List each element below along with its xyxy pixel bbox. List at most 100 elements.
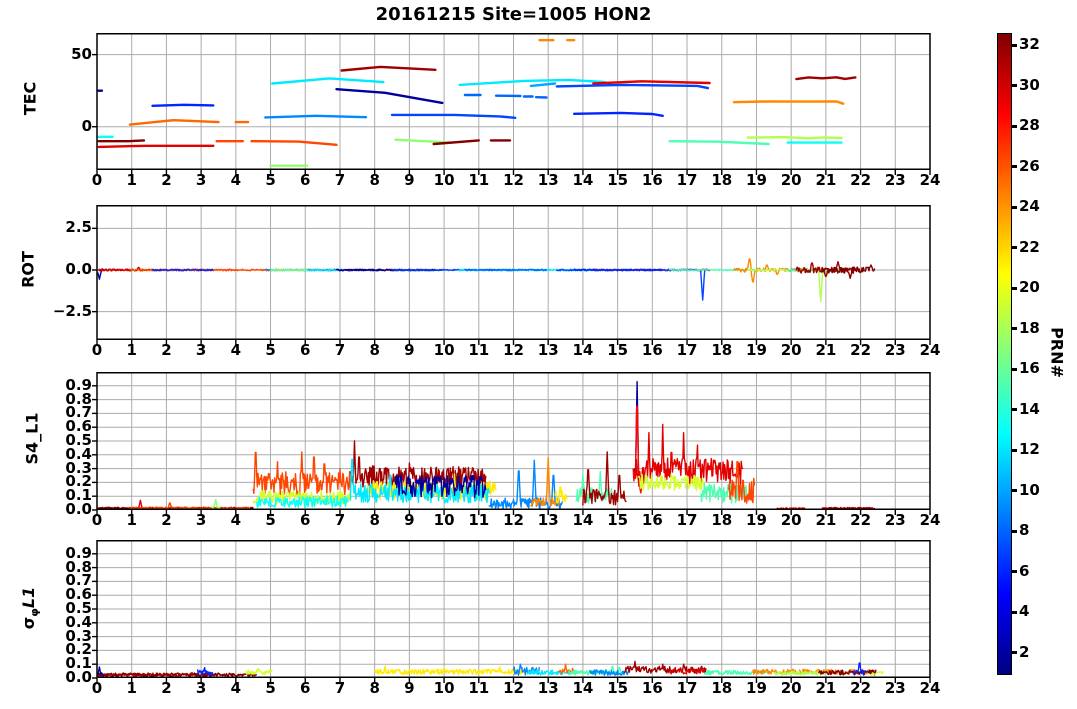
colorbar-tick-label: 4 [1019, 602, 1030, 621]
y-tick-label: 50 [71, 44, 92, 63]
x-tick-label: 14 [572, 171, 594, 189]
colorbar-tick-label: 10 [1019, 480, 1040, 499]
x-tick-label: 12 [503, 679, 524, 697]
y-tick-label: 0.6 [65, 417, 92, 436]
x-tick-label: 0 [91, 511, 103, 529]
series-prn-6 [196, 666, 214, 676]
series-prn-13 [255, 495, 349, 508]
x-tick-label: 21 [815, 341, 837, 359]
series-prn-19 [245, 668, 273, 676]
series-prn-32 [432, 139, 480, 146]
x-tick-label: 10 [433, 679, 455, 697]
y-tick-label: 0.5 [65, 431, 92, 449]
x-tick-label: 1 [126, 679, 137, 697]
x-tick-label: 9 [404, 341, 415, 359]
x-tick-label: 14 [572, 679, 594, 697]
x-tick-label: 20 [780, 341, 802, 359]
plot-title: 20161215 Site=1005 HON2 [375, 4, 652, 25]
x-tick-label: 2 [161, 679, 172, 697]
colorbar-tick-label: 22 [1019, 237, 1040, 256]
prn-colorbar [997, 33, 1012, 675]
x-tick-label: 2 [161, 511, 172, 529]
x-tick-label: 13 [537, 171, 559, 189]
x-tick-label: 15 [607, 679, 629, 697]
plot-frame [96, 205, 931, 340]
x-tick-label: 24 [919, 679, 941, 697]
series-prn-21 [374, 665, 529, 676]
series-prn-32 [97, 672, 258, 677]
x-tick-label: 17 [676, 341, 698, 359]
x-tick-label: 14 [572, 341, 594, 359]
series-prn-15 [668, 139, 770, 146]
colorbar-tick-label: 18 [1019, 318, 1040, 337]
y-tick-label: 0.0 [65, 668, 92, 686]
series-prn-9 [589, 669, 631, 676]
s4-subplot [92, 372, 931, 515]
x-tick-label: 5 [265, 679, 276, 697]
plot-frame [96, 540, 931, 678]
colorbar-tick [1011, 286, 1017, 290]
colorbar-tick [1011, 529, 1017, 533]
x-tick-label: 21 [815, 679, 837, 697]
series-prn-9 [488, 459, 563, 510]
x-tick-label: 22 [850, 679, 872, 697]
y-tick-label: 0.0 [65, 500, 92, 518]
y-tick-label: 0.2 [65, 472, 92, 491]
x-tick-label: 15 [607, 511, 629, 529]
x-tick-label: 21 [815, 171, 837, 189]
x-tick-label: 23 [884, 511, 906, 529]
series-prn-31 [340, 65, 437, 72]
series-prn-29 [97, 144, 215, 149]
series-prn-26 [728, 460, 756, 504]
colorbar-tick [1011, 408, 1017, 412]
colorbar-tick-label: 2 [1019, 642, 1030, 661]
series-prn-21 [554, 486, 568, 504]
y-tick-label: 0.6 [65, 585, 92, 604]
plot-frame [96, 33, 931, 170]
series-prn-31 [795, 261, 857, 278]
series-prn-29 [669, 667, 706, 675]
x-tick-label: 16 [641, 511, 663, 529]
x-tick-label: 16 [641, 341, 663, 359]
x-tick-label: 4 [230, 341, 242, 359]
x-tick-label: 1 [126, 511, 137, 529]
x-tick-label: 18 [711, 171, 733, 189]
colorbar-tick [1011, 165, 1017, 169]
y-tick-label: 0.4 [65, 612, 92, 631]
series-prn-2 [335, 88, 444, 105]
rot-subplot [92, 205, 931, 345]
x-tick-label: 7 [334, 511, 346, 529]
x-tick-label: 0 [91, 171, 103, 189]
series-prn-31 [582, 451, 627, 506]
tec-axis-label: TEC [20, 81, 40, 116]
series-prn-32 [97, 139, 146, 143]
x-tick-label: 7 [334, 171, 346, 189]
x-tick-label: 11 [468, 171, 490, 189]
series-prn-19 [870, 671, 884, 677]
series-prn-8 [464, 268, 547, 272]
series-prn-17 [269, 268, 308, 272]
x-tick-label: 6 [300, 679, 311, 697]
x-tick-label: 23 [884, 341, 906, 359]
x-tick-label: 24 [919, 171, 941, 189]
x-tick-label: 19 [746, 171, 767, 189]
x-tick-label: 1 [126, 171, 137, 189]
colorbar-tick [1011, 570, 1017, 574]
x-tick-label: 19 [746, 511, 767, 529]
series-prn-7 [555, 83, 710, 90]
series-prn-12 [271, 77, 385, 85]
series-prn-24 [530, 456, 560, 507]
series-prn-24 [732, 100, 845, 105]
colorbar-tick [1011, 246, 1017, 250]
y-tick-label: 0.2 [65, 640, 92, 659]
y-tick-label: 0.0 [65, 260, 92, 278]
x-tick-label: 16 [641, 171, 663, 189]
x-tick-label: 7 [334, 679, 346, 697]
x-tick-label: 9 [404, 511, 415, 529]
x-tick-label: 8 [369, 679, 380, 697]
colorbar-tick-label: 24 [1019, 197, 1040, 216]
y-tick-label: 0.4 [65, 444, 92, 463]
x-tick-label: 3 [195, 679, 207, 697]
colorbar-tick [1011, 610, 1017, 614]
series-prn-31 [623, 660, 707, 674]
